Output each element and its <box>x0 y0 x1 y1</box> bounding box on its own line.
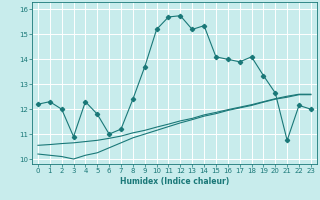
X-axis label: Humidex (Indice chaleur): Humidex (Indice chaleur) <box>120 177 229 186</box>
